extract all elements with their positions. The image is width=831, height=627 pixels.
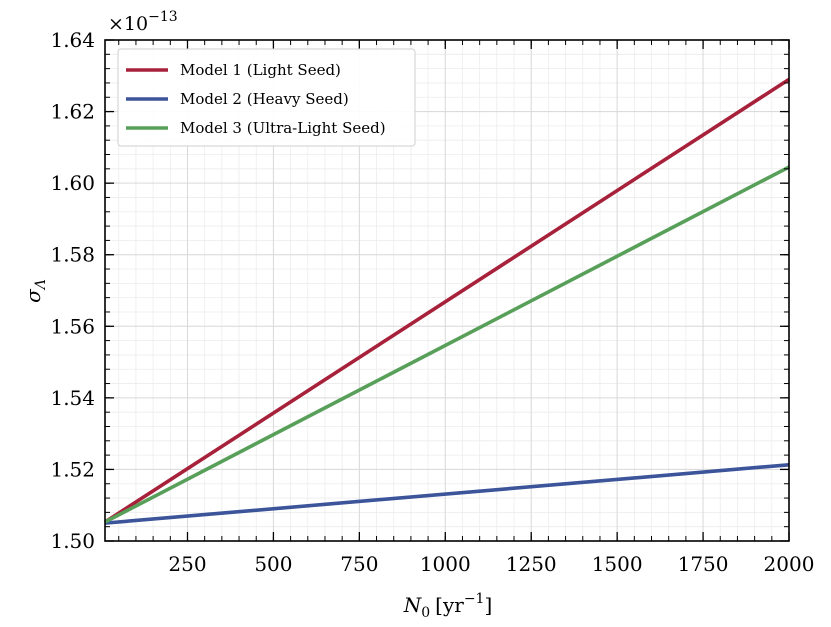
series-line-model-2 — [104, 462, 790, 525]
x-tick-label: 750 — [340, 552, 378, 576]
y-tick-label: 1.54 — [50, 386, 95, 410]
y-tick-label: 1.58 — [50, 243, 95, 267]
ticks-layer — [105, 39, 790, 542]
legend-label-model-3: Model 3 (Ultra-Light Seed) — [180, 119, 386, 137]
y-tick-label: 1.62 — [50, 100, 95, 124]
y-offset-text: ×10−13 — [108, 9, 178, 35]
x-tick-label: 500 — [254, 552, 292, 576]
legend: Model 1 (Light Seed) Model 2 (Heavy Seed)… — [117, 48, 416, 147]
x-axis-label: N0 [yr−1] — [403, 591, 493, 621]
y-axis-label: σΛ — [21, 279, 49, 303]
y-tick-label: 1.52 — [50, 457, 95, 481]
y-tick-label: 1.60 — [50, 171, 95, 195]
x-tick-label: 1500 — [592, 552, 643, 576]
series-line-model-3 — [104, 165, 790, 524]
x-tick-label: 1250 — [506, 552, 557, 576]
y-tick-label: 1.50 — [50, 529, 95, 553]
tick-labels: 250 500 750 1000 1250 1500 1750 2000 1.50 1.52 1.5… — [50, 28, 814, 576]
x-tick-label: 1750 — [678, 552, 729, 576]
y-tick-label: 1.64 — [50, 28, 95, 52]
series-line-model-1 — [104, 77, 790, 524]
plot-frame — [104, 39, 790, 542]
x-tick-label: 2000 — [764, 552, 815, 576]
legend-box — [117, 48, 416, 147]
y-tick-label: 1.56 — [50, 314, 95, 338]
x-tick-label: 250 — [168, 552, 206, 576]
legend-label-model-2: Model 2 (Heavy Seed) — [180, 90, 349, 108]
series-layer — [104, 77, 790, 525]
legend-label-model-1: Model 1 (Light Seed) — [180, 61, 341, 79]
x-tick-label: 1000 — [420, 552, 471, 576]
